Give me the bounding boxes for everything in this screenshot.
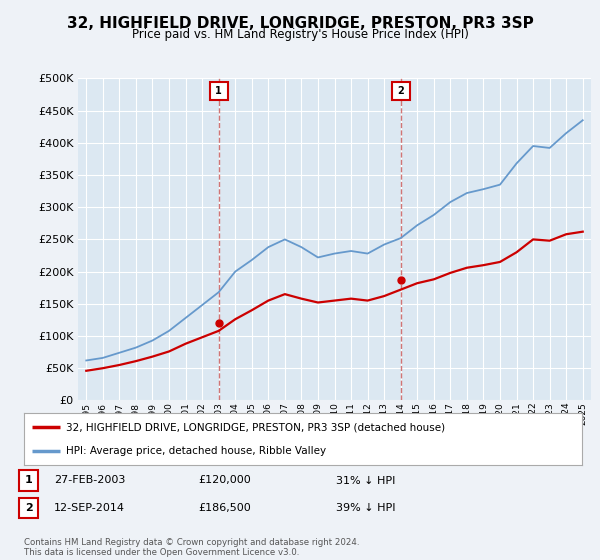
Text: 2: 2 (397, 86, 404, 96)
Text: £120,000: £120,000 (198, 475, 251, 486)
Text: 27-FEB-2003: 27-FEB-2003 (54, 475, 125, 486)
Text: 39% ↓ HPI: 39% ↓ HPI (336, 503, 395, 513)
Text: This data is licensed under the Open Government Licence v3.0.: This data is licensed under the Open Gov… (24, 548, 299, 557)
Text: Contains HM Land Registry data © Crown copyright and database right 2024.: Contains HM Land Registry data © Crown c… (24, 538, 359, 547)
Text: 2: 2 (25, 503, 32, 513)
Text: 12-SEP-2014: 12-SEP-2014 (54, 503, 125, 513)
Text: 1: 1 (215, 86, 222, 96)
Text: HPI: Average price, detached house, Ribble Valley: HPI: Average price, detached house, Ribb… (66, 446, 326, 456)
Text: £186,500: £186,500 (198, 503, 251, 513)
Text: 32, HIGHFIELD DRIVE, LONGRIDGE, PRESTON, PR3 3SP (detached house): 32, HIGHFIELD DRIVE, LONGRIDGE, PRESTON,… (66, 422, 445, 432)
Text: 31% ↓ HPI: 31% ↓ HPI (336, 475, 395, 486)
Text: 1: 1 (25, 475, 32, 486)
Text: Price paid vs. HM Land Registry's House Price Index (HPI): Price paid vs. HM Land Registry's House … (131, 28, 469, 41)
Text: 32, HIGHFIELD DRIVE, LONGRIDGE, PRESTON, PR3 3SP: 32, HIGHFIELD DRIVE, LONGRIDGE, PRESTON,… (67, 16, 533, 31)
